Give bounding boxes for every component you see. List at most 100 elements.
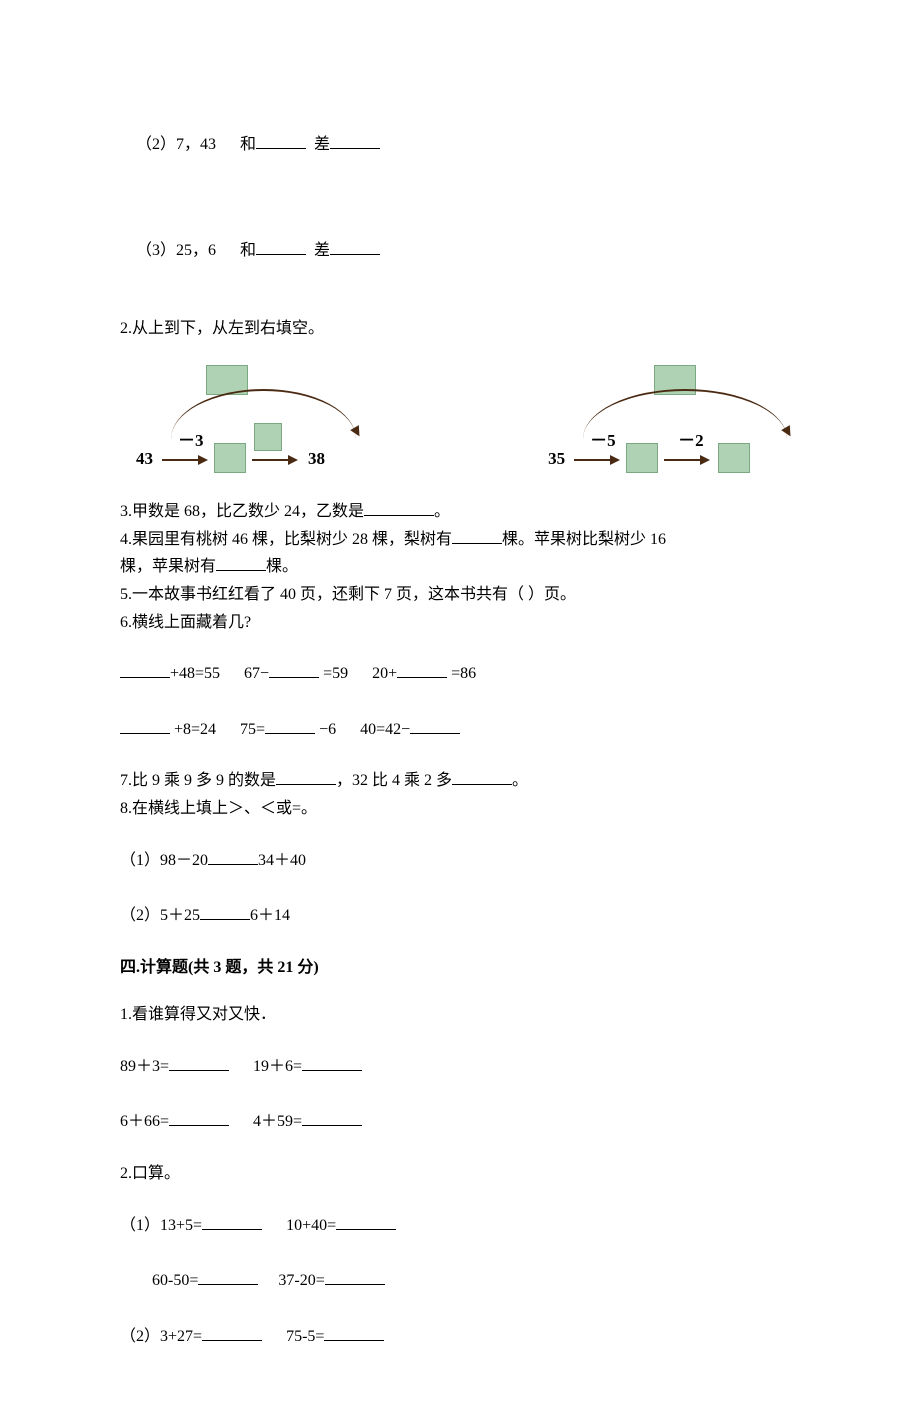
page-content: （2）7，43 和 差 （3）25，6 和 差 2.从上到下，从左到右填空。 4… <box>0 0 920 1415</box>
diagram-op2: －2 <box>678 427 704 454</box>
q8-title: 8.在横线上填上＞、＜或=。 <box>120 796 800 822</box>
arrow-icon <box>574 459 618 461</box>
p1-a: 89＋3= <box>120 1058 169 1075</box>
q4-a: 4.果园里有桃树 46 棵，比梨树少 28 棵，梨树有 <box>120 531 452 548</box>
blank <box>256 238 306 255</box>
blank <box>169 1109 229 1126</box>
q3-pre: 3.甲数是 68，比乙数少 24，乙数是 <box>120 503 364 520</box>
blank <box>169 1054 229 1071</box>
diagram-op1: －3 <box>178 427 204 454</box>
q1-sub2-prefix: （2）7，43 <box>136 136 216 153</box>
p2-r3b: 75-5= <box>286 1328 324 1345</box>
q6-r2b-pre: 75= <box>240 721 265 738</box>
p1-row2: 6＋66= 4＋59= <box>120 1109 800 1135</box>
q6-r2c-pre: 40=42− <box>360 721 410 738</box>
arrow-icon <box>664 459 708 461</box>
q1-sub2-cha: 差 <box>314 136 330 153</box>
blank <box>302 1054 362 1071</box>
blank <box>120 717 170 734</box>
blank <box>452 768 512 785</box>
blank <box>276 768 336 785</box>
p2-row1: （1）13+5= 10+40= <box>120 1213 800 1239</box>
q6-title: 6.横线上面藏着几? <box>120 610 800 636</box>
p2-row3: （2）3+27= 75-5= <box>120 1324 800 1350</box>
diagram-op1: －5 <box>590 427 616 454</box>
blank <box>324 1324 384 1341</box>
arrow-icon <box>252 459 296 461</box>
q4-c: 棵，苹果树有 <box>120 558 216 575</box>
blank <box>202 1213 262 1230</box>
blank <box>452 527 502 544</box>
q4-d: 棵。 <box>266 558 298 575</box>
q4-line1: 4.果园里有桃树 46 棵，比梨树少 28 棵，梨树有 棵。苹果树比梨树少 16 <box>120 527 800 553</box>
q6-r1c-post: =86 <box>447 665 476 682</box>
blank <box>325 1268 385 1285</box>
q7-a: 7.比 9 乘 9 多 9 的数是 <box>120 772 276 789</box>
p1-b: 19＋6= <box>253 1058 302 1075</box>
q8-sub2: （2）5＋25 6＋14 <box>120 903 800 929</box>
p2-r3a: （2）3+27= <box>120 1328 202 1345</box>
p2-title: 2.口算。 <box>120 1161 800 1187</box>
p2-r2b: 37-20= <box>278 1272 324 1289</box>
blank <box>265 717 315 734</box>
diagram-start: 35 <box>548 445 565 472</box>
q6-r2b-post: −6 <box>315 721 336 738</box>
p1-row1: 89＋3= 19＋6= <box>120 1054 800 1080</box>
p1-d: 4＋59= <box>253 1113 302 1130</box>
p1-title: 1.看谁算得又对又快． <box>120 1002 800 1028</box>
diagram-end: 38 <box>308 445 325 472</box>
q7: 7.比 9 乘 9 多 9 的数是 ，32 比 4 乘 2 多 。 <box>120 768 800 794</box>
q7-b: ，32 比 4 乘 2 多 <box>336 772 452 789</box>
q6-r2a: +8=24 <box>170 721 216 738</box>
diagram-box <box>214 443 246 473</box>
q4-b: 棵。苹果树比梨树少 16 <box>502 531 666 548</box>
q1-sub2-he: 和 <box>240 136 256 153</box>
blank <box>256 132 306 149</box>
blank <box>202 1324 262 1341</box>
q7-c: 。 <box>512 772 528 789</box>
blank <box>216 554 266 571</box>
q4-line2: 棵，苹果树有 棵。 <box>120 554 800 580</box>
q2-title: 2.从上到下，从左到右填空。 <box>120 316 800 342</box>
blank <box>410 717 460 734</box>
diagram-box <box>626 443 658 473</box>
p2-row2: 60-50= 37-20= <box>120 1268 800 1294</box>
q5: 5.一本故事书红红看了 40 页，还剩下 7 页，这本书共有（ ）页。 <box>120 582 800 608</box>
q8-s2a: （2）5＋25 <box>120 907 200 924</box>
p1-c: 6＋66= <box>120 1113 169 1130</box>
blank <box>330 132 380 149</box>
q6-r1c-pre: 20+ <box>372 665 397 682</box>
diagram-box <box>254 423 282 451</box>
q8-s1b: 34＋40 <box>258 852 306 869</box>
q1-sub3-cha: 差 <box>314 242 330 259</box>
section-4-title: 四.计算题(共 3 题，共 21 分) <box>120 955 800 981</box>
diagram-start: 43 <box>136 445 153 472</box>
blank <box>364 499 434 516</box>
q1-sub3-prefix: （3）25，6 <box>136 242 216 259</box>
arrow-icon <box>162 459 206 461</box>
blank <box>120 661 170 678</box>
q1-sub3-he: 和 <box>240 242 256 259</box>
blank <box>200 903 250 920</box>
q6-row2: +8=24 75= −6 40=42− <box>120 717 800 743</box>
diagram-row: 43 －3 38 35 －5 －2 <box>126 365 800 475</box>
q1-sub3: （3）25，6 和 差 <box>120 213 800 290</box>
q8-sub1: （1）98－2034＋40 <box>120 848 800 874</box>
q8-s2b: 6＋14 <box>250 907 290 924</box>
blank <box>269 661 319 678</box>
q3-post: 。 <box>434 503 450 520</box>
q6-r1b-pre: 67− <box>244 665 269 682</box>
p2-r1a: （1）13+5= <box>120 1217 202 1234</box>
q3: 3.甲数是 68，比乙数少 24，乙数是 。 <box>120 499 800 525</box>
q6-r1b-post: =59 <box>319 665 348 682</box>
blank <box>397 661 447 678</box>
q6-row1: +48=55 67− =59 20+ =86 <box>120 661 800 687</box>
diagram-box <box>718 443 750 473</box>
p2-r1b: 10+40= <box>286 1217 336 1234</box>
blank <box>330 238 380 255</box>
blank <box>208 848 258 865</box>
diagram-2: 35 －5 －2 <box>538 365 800 475</box>
q6-r1a: +48=55 <box>170 665 220 682</box>
diagram-1: 43 －3 38 <box>126 365 378 475</box>
blank <box>336 1213 396 1230</box>
